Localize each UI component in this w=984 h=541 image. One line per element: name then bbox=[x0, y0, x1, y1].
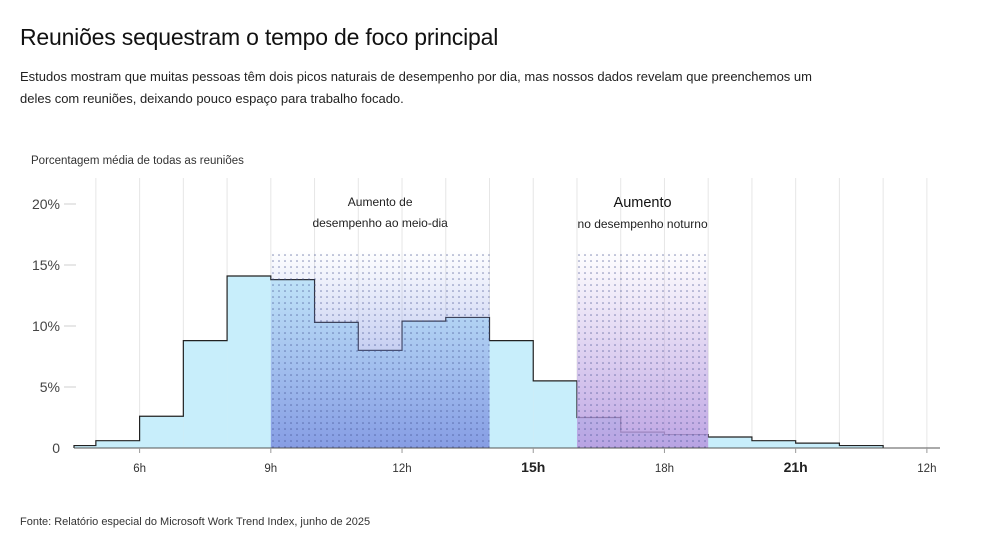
y-tick-label: 5% bbox=[40, 379, 60, 395]
histogram-bar bbox=[839, 445, 884, 448]
evening-annotation-line: Aumento bbox=[614, 195, 672, 211]
histogram-bar bbox=[489, 340, 534, 448]
labels-layer: Aumento de desempenho ao meio-dia Aumento n… bbox=[312, 195, 708, 231]
y-tick-label: 15% bbox=[32, 257, 60, 273]
evening-annotation-line: no desempenho noturno bbox=[578, 217, 708, 231]
axes-layer: 0 5% 10% 15% 20% 6h 9h 12h 15h 18h 21h 12h bbox=[32, 196, 940, 475]
midday-annotation-line: Aumento de bbox=[348, 195, 413, 209]
y-tick-label: 10% bbox=[32, 318, 60, 334]
histogram-bar bbox=[74, 445, 96, 448]
histogram-bar bbox=[95, 440, 140, 448]
histogram-bar bbox=[708, 437, 752, 448]
evening-highlight-dots bbox=[576, 250, 709, 448]
y-tick-label: 0 bbox=[52, 440, 60, 456]
midday-annotation-line: desempenho ao meio-dia bbox=[312, 216, 448, 230]
chart-title: Reuniões sequestram o tempo de foco prin… bbox=[20, 24, 499, 50]
x-tick-label: 18h bbox=[655, 463, 674, 475]
source-footer: Fonte: Relatório especial do Microsoft W… bbox=[20, 516, 371, 528]
x-tick-label: 9h bbox=[264, 463, 277, 475]
y-axis-title: Porcentagem média de todas as reuniões bbox=[31, 155, 244, 167]
x-tick-label: 12h bbox=[392, 463, 411, 475]
histogram-bar bbox=[751, 440, 796, 448]
midday-highlight-dots bbox=[270, 250, 490, 448]
x-tick-label: 12h bbox=[917, 463, 936, 475]
histogram-bar bbox=[533, 380, 577, 448]
histogram-bar bbox=[139, 416, 184, 448]
x-tick-label: 6h bbox=[133, 463, 146, 475]
histogram-bar bbox=[795, 443, 840, 448]
x-tick-label: 21h bbox=[784, 459, 808, 475]
histogram-bar bbox=[183, 340, 228, 448]
y-tick-label: 20% bbox=[32, 196, 60, 212]
chart-subtitle: Estudos mostram que muitas pessoas têm d… bbox=[20, 69, 812, 106]
histogram-bar bbox=[227, 275, 271, 448]
x-tick-label: 15h bbox=[521, 459, 545, 475]
highlights-layer bbox=[270, 250, 709, 448]
